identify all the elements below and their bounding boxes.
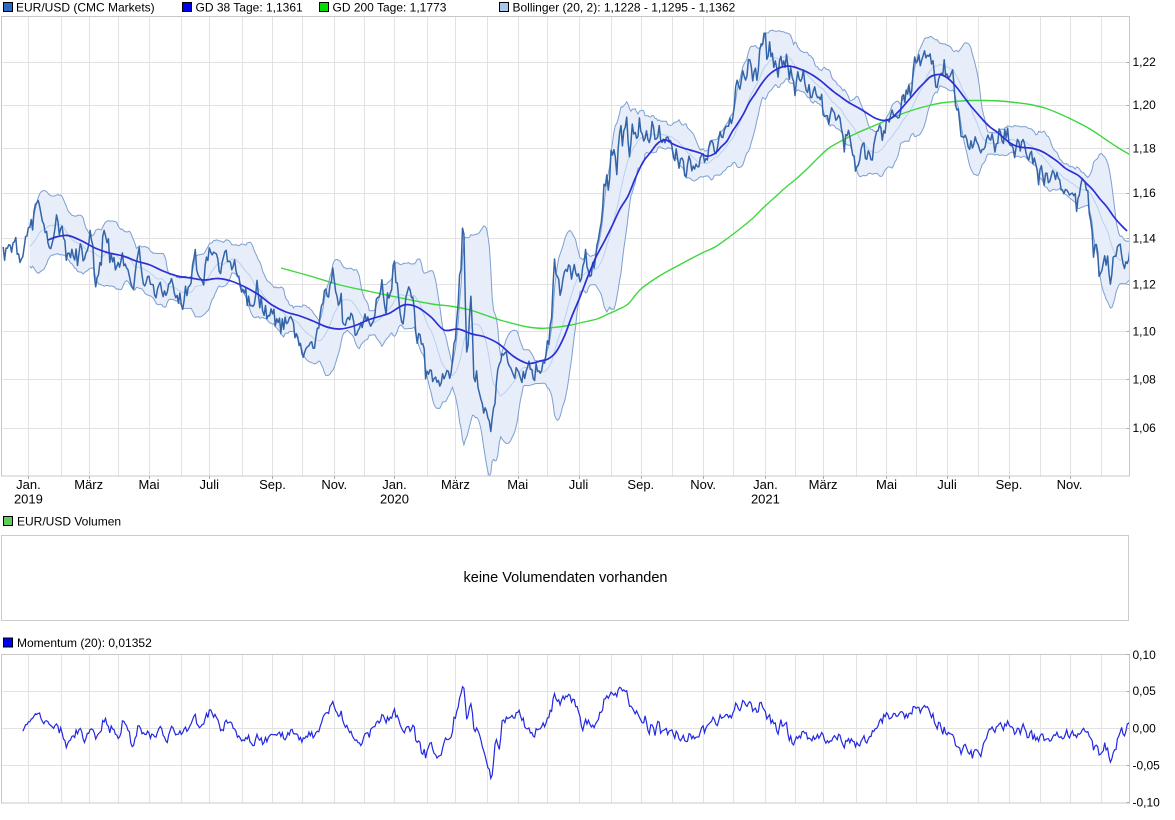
svg-text:2019: 2019 bbox=[14, 492, 43, 507]
svg-text:-0,10: -0,10 bbox=[1133, 796, 1161, 810]
svg-text:1,14: 1,14 bbox=[1133, 232, 1157, 246]
svg-text:EUR/USD Volumen: EUR/USD Volumen bbox=[17, 515, 121, 529]
svg-text:Nov.: Nov. bbox=[690, 477, 716, 492]
svg-text:Juli: Juli bbox=[200, 477, 220, 492]
svg-text:Nov.: Nov. bbox=[1057, 477, 1083, 492]
svg-text:Nov.: Nov. bbox=[321, 477, 347, 492]
svg-text:Sep.: Sep. bbox=[259, 477, 286, 492]
svg-text:Mai: Mai bbox=[876, 477, 897, 492]
svg-text:Momentum (20): 0,01352: Momentum (20): 0,01352 bbox=[17, 636, 152, 650]
svg-text:1,08: 1,08 bbox=[1133, 372, 1157, 386]
svg-text:März: März bbox=[74, 477, 103, 492]
svg-text:Juli: Juli bbox=[937, 477, 957, 492]
svg-text:0,00: 0,00 bbox=[1133, 721, 1157, 735]
svg-text:0,05: 0,05 bbox=[1133, 684, 1157, 698]
svg-text:Sep.: Sep. bbox=[627, 477, 654, 492]
svg-text:EUR/USD (CMC Markets): EUR/USD (CMC Markets) bbox=[16, 1, 155, 15]
svg-text:1,12: 1,12 bbox=[1133, 278, 1157, 292]
svg-text:1,16: 1,16 bbox=[1133, 186, 1157, 200]
svg-text:1,06: 1,06 bbox=[1133, 421, 1157, 435]
svg-text:Mai: Mai bbox=[139, 477, 160, 492]
svg-text:Jan.: Jan. bbox=[382, 477, 407, 492]
svg-text:GD 38 Tage: 1,1361: GD 38 Tage: 1,1361 bbox=[196, 1, 304, 15]
svg-text:2020: 2020 bbox=[380, 492, 409, 507]
svg-text:Juli: Juli bbox=[569, 477, 589, 492]
svg-text:-0,05: -0,05 bbox=[1133, 759, 1161, 773]
svg-text:Jan.: Jan. bbox=[16, 477, 41, 492]
svg-text:1,18: 1,18 bbox=[1133, 142, 1157, 156]
svg-text:1,22: 1,22 bbox=[1133, 55, 1157, 69]
svg-text:Mai: Mai bbox=[507, 477, 528, 492]
svg-text:0,10: 0,10 bbox=[1133, 648, 1157, 662]
svg-text:Jan.: Jan. bbox=[753, 477, 778, 492]
svg-text:März: März bbox=[809, 477, 838, 492]
svg-text:1,20: 1,20 bbox=[1133, 98, 1157, 112]
svg-text:GD 200 Tage: 1,1773: GD 200 Tage: 1,1773 bbox=[333, 1, 447, 15]
svg-text:Sep.: Sep. bbox=[996, 477, 1023, 492]
svg-text:keine Volumendaten vorhanden: keine Volumendaten vorhanden bbox=[464, 570, 668, 586]
svg-text:2021: 2021 bbox=[751, 492, 780, 507]
svg-text:März: März bbox=[441, 477, 470, 492]
svg-text:1,10: 1,10 bbox=[1133, 325, 1157, 339]
svg-text:Bollinger (20, 2): 1,1228 - 1,: Bollinger (20, 2): 1,1228 - 1,1295 - 1,1… bbox=[513, 1, 736, 15]
